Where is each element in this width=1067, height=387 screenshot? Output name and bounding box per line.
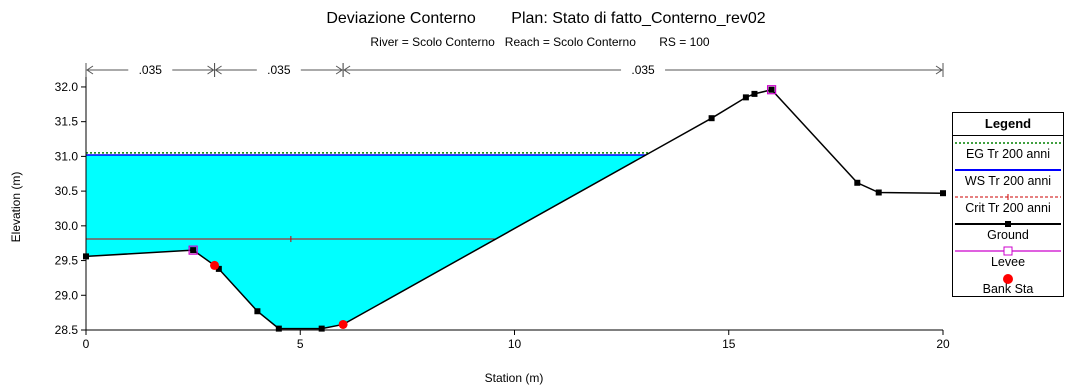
y-tick-label: 30.0	[55, 219, 79, 233]
legend-title: Legend	[953, 113, 1063, 136]
ground-point	[854, 179, 861, 186]
manning-n-label: .035	[267, 63, 291, 77]
ground-point	[940, 190, 946, 197]
legend-label: EG Tr 200 anni	[965, 147, 1051, 161]
ground-point	[275, 325, 282, 332]
ground-point	[83, 253, 89, 260]
legend: Legend EG Tr 200 anni WS Tr 200 anni Crit …	[952, 112, 1064, 297]
ground-point	[742, 94, 749, 101]
chart-title: Deviazione Conterno Plan: Stato di fatto…	[326, 10, 765, 27]
bank-station-marker	[210, 260, 220, 270]
legend-item-ground: Ground	[953, 217, 1063, 244]
y-tick-label: 29.5	[55, 254, 79, 268]
legend-item-bank: Bank Sta	[953, 271, 1063, 298]
ground-point	[318, 325, 325, 332]
y-tick-label: 28.5	[55, 323, 79, 337]
legend-label: Crit Tr 200 anni	[965, 201, 1051, 215]
legend-label: Bank Sta	[982, 282, 1034, 296]
y-tick-label: 30.5	[55, 184, 79, 198]
ground-point	[751, 90, 758, 97]
legend-swatch-levee	[955, 246, 1061, 256]
legend-label: Levee	[990, 255, 1026, 269]
legend-label: WS Tr 200 anni	[964, 174, 1052, 188]
ground-point	[215, 265, 222, 272]
y-axis-label: Elevation (m)	[9, 172, 23, 243]
legend-swatch-eg	[955, 142, 1061, 144]
x-tick-label: 20	[936, 337, 950, 351]
levee-marker	[766, 85, 777, 95]
x-tick-label: 5	[297, 337, 304, 351]
legend-swatch-ground	[955, 221, 1061, 227]
bank-station-marker	[338, 319, 348, 329]
manning-arrowhead	[935, 65, 943, 75]
x-axis-label: Station (m)	[485, 371, 544, 385]
ground-point	[254, 308, 261, 315]
y-tick-label: 29.0	[55, 288, 79, 302]
x-tick-label: 0	[83, 337, 90, 351]
water-area	[86, 155, 646, 329]
manning-arrowhead	[214, 65, 222, 75]
ground-point	[708, 115, 715, 122]
chart-subtitle: River = Scolo Conterno Reach = Scolo Con…	[370, 35, 710, 49]
manning-n-label: .035	[631, 63, 655, 77]
ground-point	[875, 189, 882, 196]
y-tick-label: 32.0	[55, 80, 79, 94]
ground-point	[190, 247, 197, 254]
legend-swatch-ws	[955, 169, 1061, 171]
legend-item-levee: Levee	[953, 244, 1063, 271]
plot-area: 28.5 29.0 29.5 30.0 30.5 31.0 31.5 32.0 0 5 10 15 20…	[55, 63, 950, 351]
x-tick-label: 15	[722, 337, 736, 351]
legend-item-ws: WS Tr 200 anni	[953, 163, 1063, 190]
y-tick-label: 31.5	[55, 115, 79, 129]
manning-n-label: .035	[139, 63, 163, 77]
x-tick-label: 10	[508, 337, 522, 351]
legend-item-eg: EG Tr 200 anni	[953, 136, 1063, 163]
manning-arrowhead	[335, 65, 344, 75]
legend-swatch-bank	[1003, 274, 1013, 284]
levee-marker	[188, 245, 198, 255]
manning-arrowhead	[86, 65, 94, 75]
legend-item-crit: Crit Tr 200 anni	[953, 190, 1063, 217]
manning-arrowhead	[343, 65, 351, 75]
manning-arrowhead	[207, 65, 215, 75]
ground-point	[768, 86, 775, 93]
legend-swatch-crit	[955, 194, 1061, 200]
legend-label: Ground	[987, 228, 1029, 242]
y-tick-label: 31.0	[55, 149, 79, 163]
